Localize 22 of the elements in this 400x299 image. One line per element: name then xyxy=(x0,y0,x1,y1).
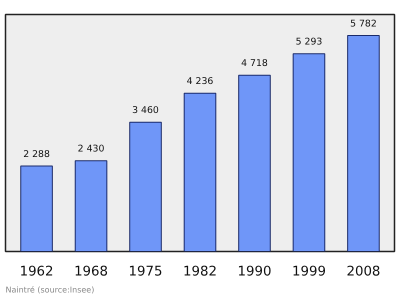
bar xyxy=(238,74,271,252)
data-label: 2 288 xyxy=(23,149,50,160)
text: Naintré (source:Insee) xyxy=(6,286,94,294)
x-tick-label: 1999 xyxy=(292,264,326,280)
x-tick-label: 1962 xyxy=(20,264,54,280)
bar xyxy=(184,92,216,252)
x-tick-label: 1990 xyxy=(238,264,272,280)
bar xyxy=(129,122,162,252)
bar xyxy=(74,160,108,252)
x-tick-label: 2008 xyxy=(346,264,380,280)
data-label: 2 430 xyxy=(78,144,104,155)
bar xyxy=(20,166,53,252)
data-label: 4 236 xyxy=(186,76,214,88)
data-label: 3 460 xyxy=(132,105,159,116)
x-tick-label: 1975 xyxy=(128,264,162,280)
data-label: 5 293 xyxy=(296,36,322,48)
x-tick-label: 1982 xyxy=(183,264,217,280)
data-label: 5 782 xyxy=(350,18,377,30)
x-tick-label: 1968 xyxy=(74,264,108,280)
bar xyxy=(347,34,380,252)
data-label: 4 718 xyxy=(241,58,268,70)
bar xyxy=(292,53,326,252)
